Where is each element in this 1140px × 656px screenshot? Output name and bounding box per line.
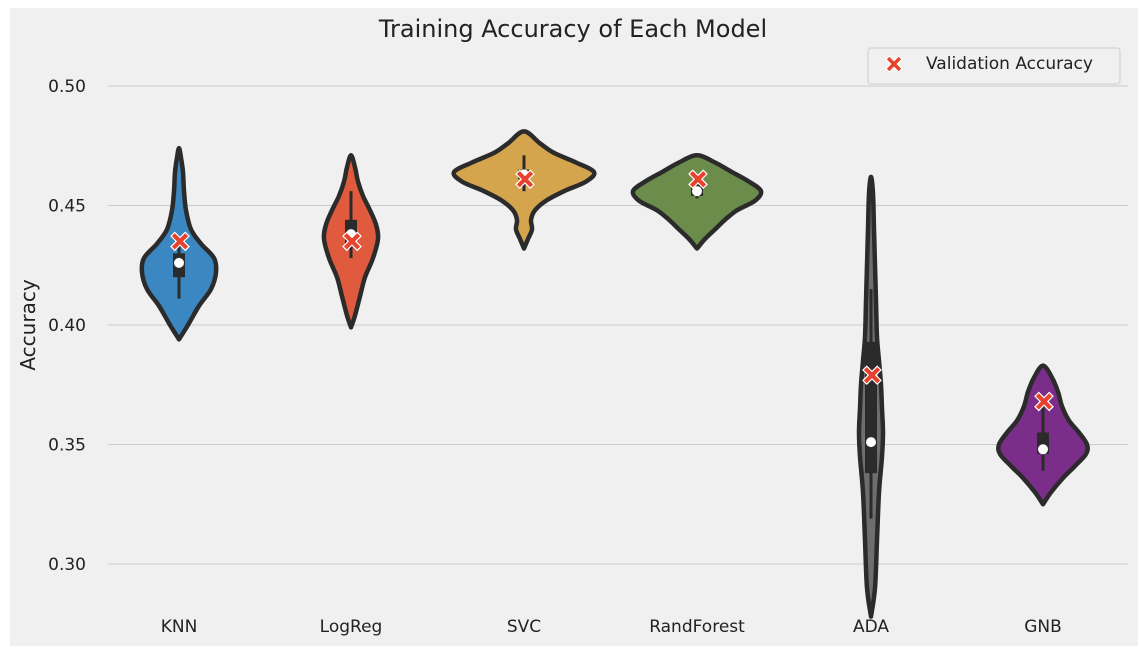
- violins: [139, 129, 1090, 619]
- violin-ada: [856, 174, 886, 619]
- violin-median-dot: [866, 437, 876, 448]
- violin-logreg: [321, 153, 381, 330]
- validation-accuracy-marker: [342, 231, 362, 252]
- violin-svc: [451, 129, 597, 251]
- x-tick-label: SVC: [507, 617, 541, 637]
- grid-lines: [108, 85, 1128, 565]
- validation-accuracy-marker: [515, 169, 535, 190]
- violin-median-dot: [692, 186, 702, 197]
- legend-marker: [885, 55, 903, 73]
- legend-cross-marker: [885, 55, 903, 73]
- validation-accuracy-marker: [862, 365, 882, 386]
- x-tick-label: KNN: [161, 617, 198, 637]
- violin-iqr-box: [865, 341, 877, 474]
- validation-accuracy-marker: [1034, 391, 1054, 412]
- y-tick-label: 0.30: [48, 555, 86, 575]
- violin-body: [630, 153, 764, 251]
- y-tick-label: 0.40: [48, 316, 86, 336]
- x-tick-label: RandForest: [649, 617, 745, 637]
- violin-median-dot: [174, 257, 184, 268]
- y-tick-label: 0.45: [48, 197, 86, 217]
- legend-box: [867, 47, 1121, 85]
- chart-figure: 0.30 0.35 0.40 0.45 0.50 KNN LogReg SVC RandFor…: [10, 8, 1138, 646]
- y-axis-label: Accuracy: [16, 279, 40, 370]
- chart-title: Training Accuracy of Each Model: [378, 15, 767, 43]
- y-tick-label: 0.35: [48, 436, 86, 456]
- legend-label: Validation Accuracy: [926, 54, 1093, 74]
- y-tick-label: 0.50: [48, 77, 86, 97]
- y-tick-labels: 0.30 0.35 0.40 0.45 0.50: [48, 77, 86, 575]
- violin-median-dot: [1038, 444, 1048, 455]
- violin-chart: 0.30 0.35 0.40 0.45 0.50 KNN LogReg SVC RandFor…: [16, 15, 1128, 637]
- violin-gnb: [996, 363, 1090, 507]
- legend: Validation Accuracy: [867, 47, 1121, 85]
- validation-accuracy-marker: [170, 231, 190, 252]
- x-tick-label: ADA: [853, 617, 889, 637]
- violin-randforest: [630, 153, 764, 251]
- validation-accuracy-marker: [688, 169, 708, 190]
- x-tick-label: GNB: [1024, 617, 1062, 637]
- x-tick-label: LogReg: [320, 617, 383, 637]
- x-tick-labels: KNN LogReg SVC RandForest ADA GNB: [161, 617, 1062, 637]
- violin-knn: [139, 145, 219, 342]
